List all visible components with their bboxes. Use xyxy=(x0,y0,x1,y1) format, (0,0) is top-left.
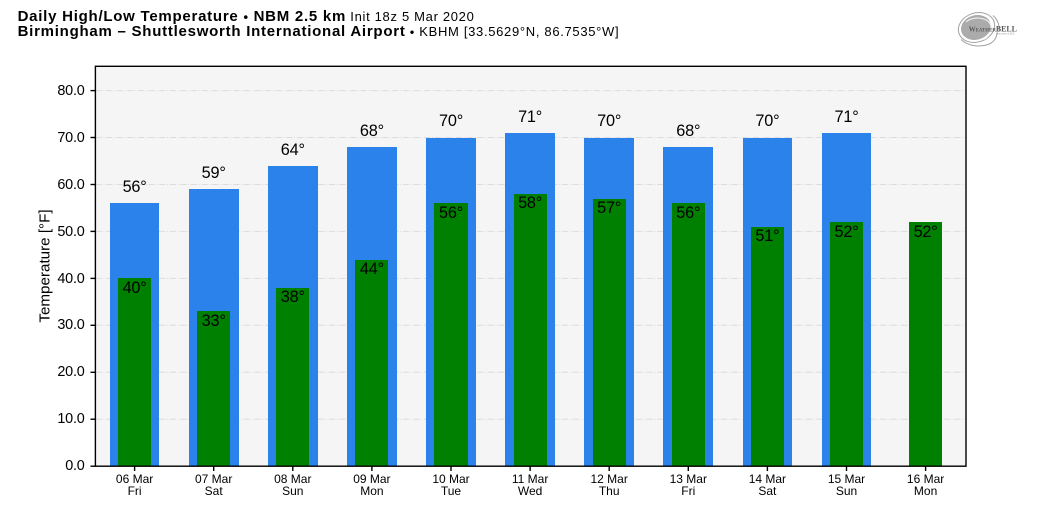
svg-text:Temperature [°F]: Temperature [°F] xyxy=(37,209,54,322)
svg-text:WEATHERBELL: WEATHERBELL xyxy=(969,24,1017,33)
svg-text:ANALYTICS LLC: ANALYTICS LLC xyxy=(997,32,1016,35)
